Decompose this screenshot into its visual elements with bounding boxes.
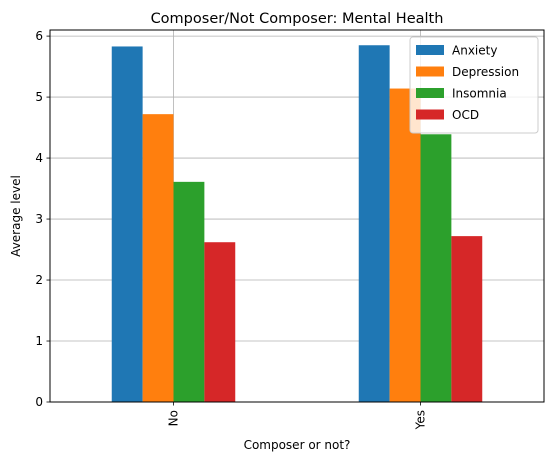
bar-insomnia-yes (421, 134, 452, 402)
bar-depression-no (143, 114, 174, 402)
bar-anxiety-yes (359, 45, 390, 402)
legend-swatch-insomnia (416, 88, 444, 98)
legend-label-depression: Depression (452, 65, 519, 79)
y-tick-label: 4 (35, 151, 43, 165)
x-axis-label: Composer or not? (244, 438, 351, 452)
y-tick-label: 3 (35, 212, 43, 226)
legend: Anxiety Depression Insomnia OCD (410, 37, 538, 133)
bar-depression-yes (390, 89, 421, 402)
x-tick-label: Yes (414, 410, 428, 430)
bar-ocd-yes (451, 236, 482, 402)
legend-swatch-anxiety (416, 45, 444, 55)
bar-ocd-no (204, 242, 235, 402)
y-tick-label: 0 (35, 395, 43, 409)
legend-label-insomnia: Insomnia (452, 87, 507, 101)
x-tick-label: No (167, 410, 181, 426)
y-tick-label: 5 (35, 90, 43, 104)
y-tick-label: 6 (35, 29, 43, 43)
legend-swatch-depression (416, 67, 444, 77)
y-tick-label: 1 (35, 334, 43, 348)
bar-anxiety-no (112, 46, 143, 402)
y-tick-label: 2 (35, 273, 43, 287)
chart-title: Composer/Not Composer: Mental Health (151, 11, 444, 27)
legend-swatch-ocd (416, 110, 444, 120)
legend-label-ocd: OCD (452, 108, 479, 122)
bar-insomnia-no (174, 182, 205, 402)
legend-label-anxiety: Anxiety (452, 44, 497, 58)
y-axis-label: Average level (9, 175, 23, 257)
